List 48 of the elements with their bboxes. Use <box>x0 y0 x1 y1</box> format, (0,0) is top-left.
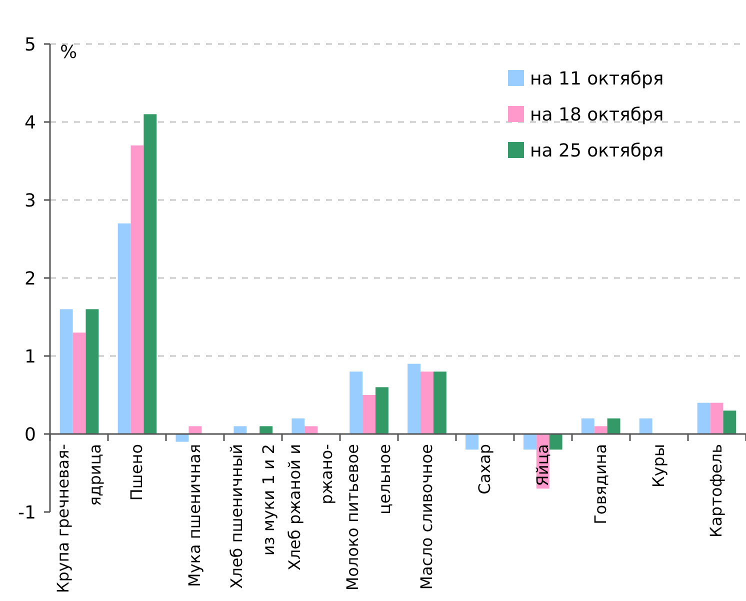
bar <box>72 332 86 434</box>
y-tick-label: 2 <box>24 268 36 290</box>
bar <box>304 426 318 434</box>
x-tick-label: Масло сливочное <box>416 444 436 590</box>
bar <box>292 418 305 434</box>
bar <box>466 434 478 450</box>
legend-label: на 11 октября <box>530 68 664 90</box>
bar <box>697 402 710 434</box>
legend-label: на 25 октября <box>530 140 664 162</box>
bar <box>408 364 421 434</box>
bar <box>523 434 536 450</box>
y-tick-label: 0 <box>24 424 36 446</box>
x-tick-label: Картофель <box>706 444 726 538</box>
bar <box>581 418 594 434</box>
bar <box>144 114 157 434</box>
bar <box>639 418 652 434</box>
bar <box>188 426 202 434</box>
y-tick-label: 3 <box>24 190 36 212</box>
bar <box>130 145 144 434</box>
bar <box>594 426 608 434</box>
bar <box>362 395 376 434</box>
bar <box>260 426 273 434</box>
bar <box>433 372 446 434</box>
bar <box>350 372 363 434</box>
bar <box>118 223 131 434</box>
x-tick-label: Говядина <box>590 444 610 524</box>
x-tick-label: Пшено <box>127 444 146 501</box>
bar <box>86 309 99 434</box>
y-tick-label: 5 <box>24 34 36 56</box>
y-tick-label: -1 <box>18 502 36 524</box>
bar <box>375 387 388 434</box>
x-tick-label: Яйца <box>532 444 552 486</box>
x-tick-label: Крупа гречневая- ядрица <box>53 444 104 594</box>
x-tick-label: Куры <box>648 444 668 488</box>
bar <box>420 372 434 434</box>
bar <box>60 309 73 434</box>
bar <box>549 434 562 450</box>
x-tick-label: Сахар <box>474 444 494 494</box>
x-tick-label: Хлеб пшеничный из муки 1 и 2 <box>227 444 278 589</box>
bar <box>710 402 724 434</box>
y-tick-label: 1 <box>24 346 36 368</box>
bar <box>234 426 247 434</box>
x-tick-label: Мука пшеничная <box>185 444 204 587</box>
legend-label: на 18 октября <box>530 104 664 126</box>
y-axis-title: % <box>60 42 78 63</box>
bar <box>607 418 620 434</box>
y-tick-label: 4 <box>24 112 36 134</box>
bar <box>723 410 736 434</box>
